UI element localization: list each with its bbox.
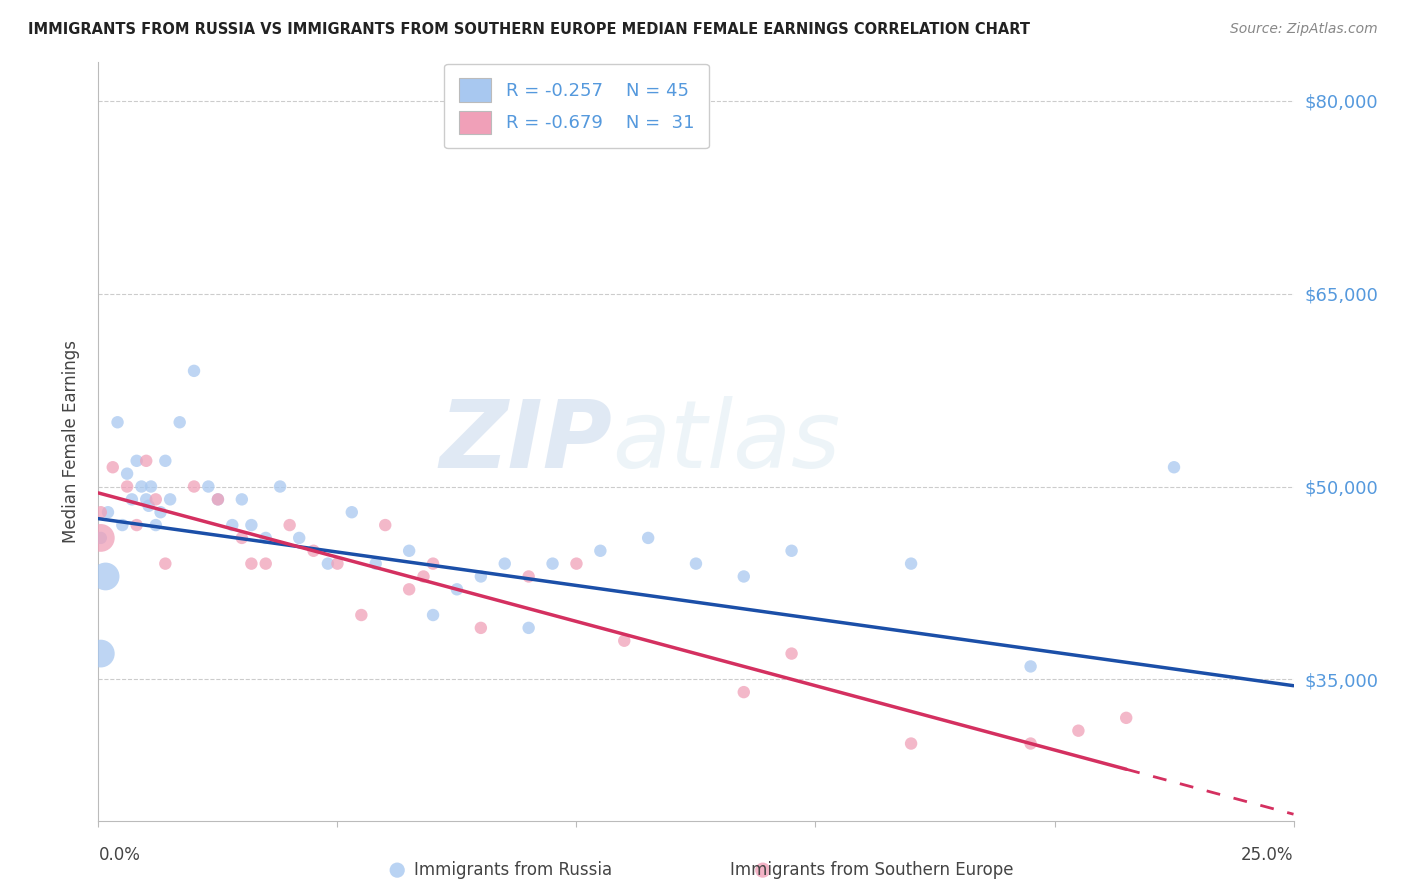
Point <box>121 492 143 507</box>
Legend: R = -0.257    N = 45, R = -0.679    N =  31: R = -0.257 N = 45, R = -0.679 N = 31 <box>444 64 709 148</box>
Point <box>517 621 540 635</box>
Point <box>231 492 253 507</box>
Point <box>183 364 205 378</box>
Point <box>269 479 291 493</box>
Point <box>589 543 612 558</box>
Point <box>288 531 311 545</box>
Point <box>613 633 636 648</box>
Point <box>135 492 157 507</box>
Point <box>364 557 387 571</box>
Point <box>494 557 516 571</box>
Point <box>101 460 124 475</box>
Point <box>169 415 191 429</box>
Point <box>125 518 148 533</box>
Y-axis label: Median Female Earnings: Median Female Earnings <box>62 340 80 543</box>
Point <box>90 505 112 519</box>
Point <box>97 505 120 519</box>
Point <box>125 454 148 468</box>
Point <box>374 518 396 533</box>
Point <box>94 569 117 583</box>
Point <box>1115 711 1137 725</box>
Point <box>183 479 205 493</box>
Point <box>422 607 444 622</box>
Text: 0.0%: 0.0% <box>98 847 141 864</box>
Point <box>90 531 112 545</box>
Point <box>155 557 177 571</box>
Point <box>398 582 420 597</box>
Point <box>207 492 229 507</box>
Point <box>159 492 181 507</box>
Point <box>316 557 339 571</box>
Point <box>207 492 229 507</box>
Text: IMMIGRANTS FROM RUSSIA VS IMMIGRANTS FROM SOUTHERN EUROPE MEDIAN FEMALE EARNINGS: IMMIGRANTS FROM RUSSIA VS IMMIGRANTS FRO… <box>28 22 1031 37</box>
Text: Immigrants from Russia: Immigrants from Russia <box>415 861 612 879</box>
Point <box>685 557 707 571</box>
Point <box>131 479 153 493</box>
Point <box>302 543 325 558</box>
Point <box>350 607 373 622</box>
Point <box>139 479 162 493</box>
Text: ZIP: ZIP <box>440 395 613 488</box>
Point <box>470 621 492 635</box>
Point <box>398 543 420 558</box>
Point <box>240 518 263 533</box>
Point <box>517 569 540 583</box>
Point <box>422 557 444 571</box>
Point <box>340 505 363 519</box>
Point <box>752 863 775 878</box>
Point <box>111 518 134 533</box>
Point <box>1067 723 1090 738</box>
Point <box>254 531 277 545</box>
Point <box>470 569 492 583</box>
Point <box>145 492 167 507</box>
Point <box>385 863 409 878</box>
Point <box>115 479 138 493</box>
Point <box>90 647 112 661</box>
Point <box>221 518 243 533</box>
Point <box>565 557 588 571</box>
Point <box>138 499 160 513</box>
Point <box>446 582 468 597</box>
Point <box>900 557 922 571</box>
Point <box>326 557 349 571</box>
Point <box>780 543 803 558</box>
Point <box>900 737 922 751</box>
Point <box>231 531 253 545</box>
Point <box>197 479 219 493</box>
Point <box>115 467 138 481</box>
Point <box>135 454 157 468</box>
Point <box>240 557 263 571</box>
Point <box>780 647 803 661</box>
Point <box>254 557 277 571</box>
Text: Immigrants from Southern Europe: Immigrants from Southern Europe <box>730 861 1014 879</box>
Point <box>278 518 301 533</box>
Text: Source: ZipAtlas.com: Source: ZipAtlas.com <box>1230 22 1378 37</box>
Point <box>733 685 755 699</box>
Point <box>1019 737 1042 751</box>
Point <box>107 415 129 429</box>
Text: atlas: atlas <box>613 396 841 487</box>
Point <box>541 557 564 571</box>
Point <box>1019 659 1042 673</box>
Point <box>637 531 659 545</box>
Point <box>733 569 755 583</box>
Point <box>155 454 177 468</box>
Text: 25.0%: 25.0% <box>1241 847 1294 864</box>
Point <box>412 569 434 583</box>
Point <box>90 531 112 545</box>
Point <box>1163 460 1185 475</box>
Point <box>149 505 172 519</box>
Point <box>145 518 167 533</box>
